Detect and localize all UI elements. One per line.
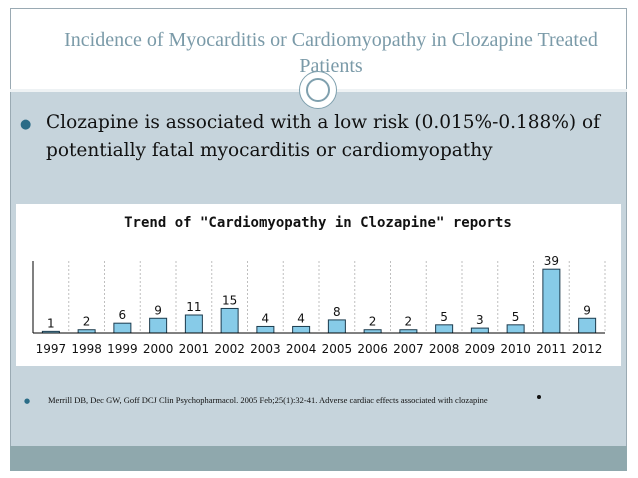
x-tick-2008: 2008 [429,342,460,356]
bar-2000 [149,317,168,334]
reference-text: Merrill DB, Dec GW, Goff DCJ Clin Psycho… [48,395,488,405]
bar-2010 [506,324,525,334]
x-tick-2000: 2000 [143,342,174,356]
bar-2009 [470,327,489,334]
value-label-2008: 5 [440,310,448,324]
circle-ornament-icon [299,71,337,109]
value-label-2010: 5 [512,310,520,324]
x-tick-2004: 2004 [286,342,317,356]
x-tick-1997: 1997 [36,342,67,356]
bar-2008 [435,324,454,334]
value-label-2004: 4 [297,311,305,325]
value-label-2007: 2 [405,315,413,329]
chart-value-labels: 1 2 6 9 11 15 4 4 8 2 2 5 3 5 39 9 [47,254,591,330]
x-tick-2001: 2001 [179,342,210,356]
main-bullet-text: Clozapine is associated with a low risk … [46,112,600,161]
circle-ornament-inner [306,78,330,102]
x-tick-2002: 2002 [214,342,245,356]
value-label-2012: 9 [583,303,591,317]
value-label-2006: 2 [369,315,377,329]
bar-2003 [256,325,275,334]
x-tick-1998: 1998 [71,342,102,356]
value-label-2003: 4 [262,311,270,325]
bar-2005 [327,319,346,334]
value-label-2002: 15 [222,293,237,307]
value-label-2005: 8 [333,305,341,319]
chart-x-ticks: 1997 1998 1999 2000 2001 2002 2003 2004 2005 2006… [36,342,603,356]
footer-bar [10,446,627,471]
x-tick-2012: 2012 [572,342,603,356]
chart-bars [41,268,597,334]
chart-panel: Trend of "Cardiomyopathy in Clozapine" r… [16,204,621,366]
x-tick-2007: 2007 [393,342,424,356]
bar-2001 [184,314,203,334]
value-label-1999: 6 [119,308,127,322]
bar-chart: Trend of "Cardiomyopathy in Clozapine" r… [32,215,606,356]
x-tick-2006: 2006 [357,342,388,356]
slide-title: Incidence of Myocarditis or Cardiomyopat… [64,29,598,77]
x-tick-2009: 2009 [465,342,496,356]
value-label-1998: 2 [83,315,91,329]
x-tick-1999: 1999 [107,342,138,356]
x-tick-2005: 2005 [322,342,353,356]
value-label-2001: 11 [186,300,201,314]
reference-period [537,395,541,399]
bar-1999 [113,322,132,334]
value-label-2011: 39 [544,254,559,268]
bar-2011 [542,268,561,334]
x-tick-2010: 2010 [500,342,531,356]
value-label-2000: 9 [154,303,162,317]
bar-2012 [578,317,597,334]
bar-2002 [220,307,239,334]
bullet-icon: ● [20,117,32,132]
x-tick-2003: 2003 [250,342,281,356]
chart-title: Trend of "Cardiomyopathy in Clozapine" r… [124,215,512,231]
value-label-2009: 3 [476,313,484,327]
bar-2004 [292,325,311,334]
x-tick-2011: 2011 [536,342,567,356]
reference-bullet-icon: ● [24,397,31,405]
value-label-1997: 1 [47,316,55,330]
